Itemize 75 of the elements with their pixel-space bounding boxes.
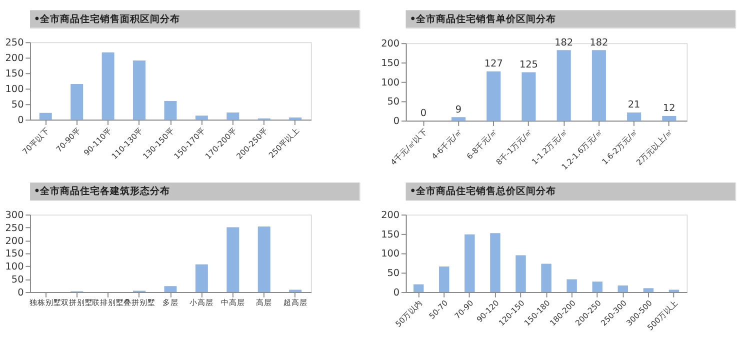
bar — [195, 116, 208, 120]
bar — [668, 290, 680, 292]
x-tick-label: 超高层 — [283, 298, 308, 308]
chart-title: •全市商品住宅销售总价区间分布 — [410, 185, 556, 198]
data-label: 182 — [554, 37, 574, 48]
y-tick-label: 50 — [11, 100, 24, 111]
y-tick-label: 150 — [5, 68, 24, 80]
bar — [39, 112, 52, 120]
bar — [516, 255, 526, 292]
data-label: 9 — [455, 104, 462, 116]
chart-title: •全市商品住宅各建筑形态分布 — [34, 185, 170, 198]
bar — [618, 285, 628, 292]
data-label: 12 — [663, 103, 676, 114]
y-tick-label: 100 — [381, 77, 400, 88]
bar — [522, 72, 536, 121]
x-tick-label: 独栋别墅 — [30, 298, 62, 308]
bar — [566, 279, 577, 292]
y-tick-label: 0 — [393, 287, 400, 298]
bar — [289, 117, 302, 120]
bar — [133, 60, 146, 120]
bar — [451, 117, 466, 121]
x-tick-label: 高层 — [256, 298, 272, 308]
x-tick-label: 联排别墅 — [92, 298, 124, 308]
y-tick-label: 150 — [5, 248, 24, 260]
bar — [414, 284, 424, 292]
y-tick-label: 0 — [18, 287, 24, 298]
bar — [226, 227, 240, 292]
y-tick-label: 0 — [18, 115, 24, 126]
bar — [486, 71, 501, 121]
bar — [164, 286, 177, 292]
bar — [464, 234, 475, 292]
bar — [662, 116, 676, 121]
y-tick-label: 200 — [5, 236, 24, 247]
data-label: 0 — [420, 108, 426, 119]
y-tick-label: 250 — [5, 222, 24, 234]
bar — [226, 112, 240, 120]
y-tick-label: 200 — [5, 53, 24, 64]
y-tick-label: 150 — [381, 229, 400, 240]
y-tick-label: 0 — [393, 116, 400, 128]
y-tick-label: 100 — [381, 248, 400, 260]
y-tick-label: 250 — [5, 38, 24, 49]
bar — [102, 52, 114, 120]
bar — [541, 264, 552, 292]
data-label: 182 — [590, 37, 608, 48]
bar — [556, 50, 571, 121]
data-label: 127 — [484, 58, 503, 70]
bar — [592, 282, 602, 292]
bar — [643, 288, 654, 292]
x-tick-label: 小高层 — [190, 298, 214, 308]
bar — [439, 266, 450, 292]
x-tick-label: 中高层 — [220, 298, 245, 308]
bar — [164, 101, 177, 120]
data-label: 125 — [519, 59, 538, 70]
data-label: 21 — [628, 100, 640, 111]
y-tick-label: 100 — [5, 84, 24, 96]
bar — [490, 233, 500, 292]
bar — [592, 50, 606, 121]
y-tick-label: 150 — [381, 58, 400, 69]
bar — [258, 226, 270, 292]
y-tick-label: 50 — [387, 96, 400, 108]
chart-title: •全市商品住宅销售单价区间分布 — [410, 12, 556, 25]
x-tick-label: 叠拼别墅 — [123, 298, 156, 308]
bar — [70, 84, 84, 120]
bar — [627, 112, 642, 121]
y-tick-label: 200 — [381, 210, 400, 221]
y-tick-label: 200 — [381, 38, 400, 50]
y-tick-label: 50 — [11, 274, 24, 286]
x-tick-label: 多层 — [162, 298, 178, 308]
x-tick-label: 双拼别墅 — [60, 298, 93, 308]
bar — [195, 264, 208, 292]
y-tick-label: 300 — [5, 210, 24, 221]
y-tick-label: 100 — [5, 262, 24, 273]
bar — [289, 290, 302, 292]
y-tick-label: 50 — [387, 268, 400, 280]
chart-title: •全市商品住宅销售面积区间分布 — [34, 12, 180, 25]
